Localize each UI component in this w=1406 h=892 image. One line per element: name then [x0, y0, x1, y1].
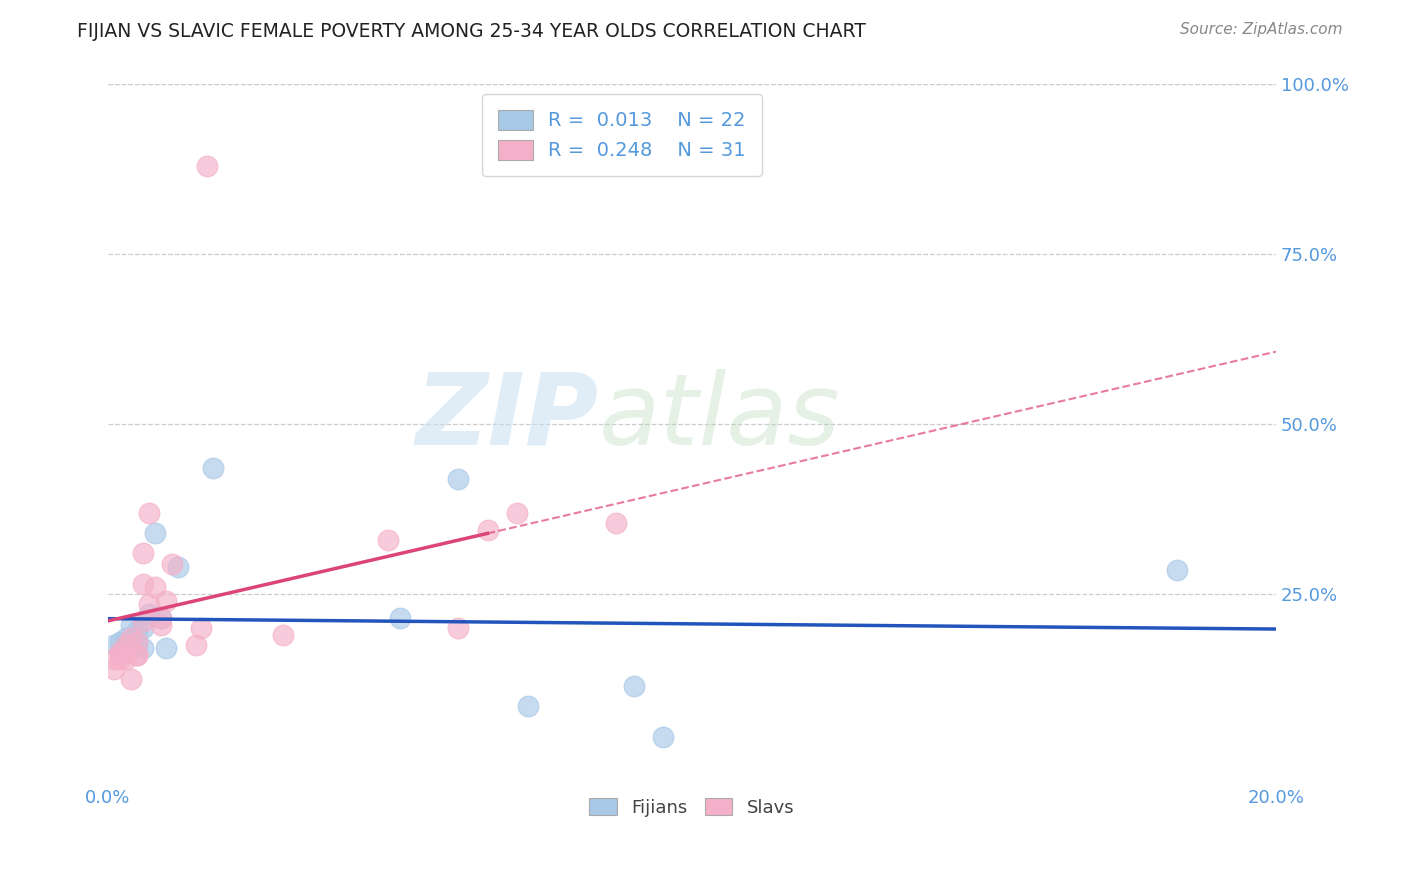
Point: [190, 621, 212, 635]
Point: [127, 648, 149, 663]
Point: [103, 651, 125, 665]
Point: [195, 159, 218, 173]
Point: [103, 662, 125, 676]
Point: [271, 628, 294, 642]
Point: [143, 525, 166, 540]
Point: [127, 638, 149, 652]
Point: [184, 638, 207, 652]
Point: [108, 645, 131, 659]
Point: [138, 506, 160, 520]
Point: [149, 611, 172, 625]
Point: [651, 730, 673, 744]
Point: [155, 641, 177, 656]
Point: [114, 651, 136, 665]
Legend: Fijians, Slavs: Fijians, Slavs: [582, 791, 801, 824]
Point: [127, 634, 149, 648]
Point: [127, 624, 149, 639]
Point: [447, 621, 470, 635]
Point: [149, 617, 172, 632]
Point: [127, 648, 149, 663]
Point: [623, 679, 645, 693]
Point: [132, 641, 155, 656]
Point: [108, 645, 131, 659]
Point: [377, 533, 399, 547]
Text: ZIP: ZIP: [416, 368, 599, 466]
Point: [155, 594, 177, 608]
Point: [477, 523, 499, 537]
Point: [517, 699, 540, 714]
Point: [120, 632, 142, 646]
Point: [388, 611, 411, 625]
Point: [114, 638, 136, 652]
Point: [138, 607, 160, 622]
Point: [1166, 563, 1188, 577]
Point: [143, 580, 166, 594]
Text: atlas: atlas: [599, 368, 841, 466]
Point: [120, 672, 142, 686]
Point: [108, 648, 131, 663]
Point: [103, 638, 125, 652]
Point: [114, 632, 136, 646]
Point: [167, 560, 190, 574]
Point: [149, 611, 172, 625]
Point: [114, 638, 136, 652]
Point: [108, 651, 131, 665]
Text: FIJIAN VS SLAVIC FEMALE POVERTY AMONG 25-34 YEAR OLDS CORRELATION CHART: FIJIAN VS SLAVIC FEMALE POVERTY AMONG 25…: [77, 22, 866, 41]
Point: [160, 557, 183, 571]
Point: [108, 634, 131, 648]
Point: [132, 614, 155, 628]
Point: [132, 621, 155, 635]
Text: Source: ZipAtlas.com: Source: ZipAtlas.com: [1180, 22, 1343, 37]
Point: [202, 461, 225, 475]
Point: [132, 577, 155, 591]
Point: [138, 597, 160, 611]
Point: [120, 617, 142, 632]
Point: [605, 516, 627, 530]
Point: [447, 472, 470, 486]
Point: [132, 546, 155, 560]
Point: [506, 506, 529, 520]
